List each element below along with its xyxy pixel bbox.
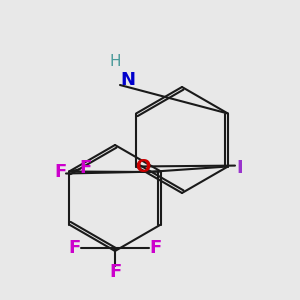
Text: N: N — [121, 71, 136, 89]
Text: I: I — [236, 159, 243, 177]
Text: F: F — [80, 159, 92, 177]
Text: O: O — [135, 158, 150, 175]
Text: F: F — [69, 239, 81, 257]
Text: F: F — [109, 263, 121, 281]
Text: F: F — [54, 163, 66, 181]
Text: H: H — [109, 55, 121, 70]
Text: F: F — [149, 239, 161, 257]
